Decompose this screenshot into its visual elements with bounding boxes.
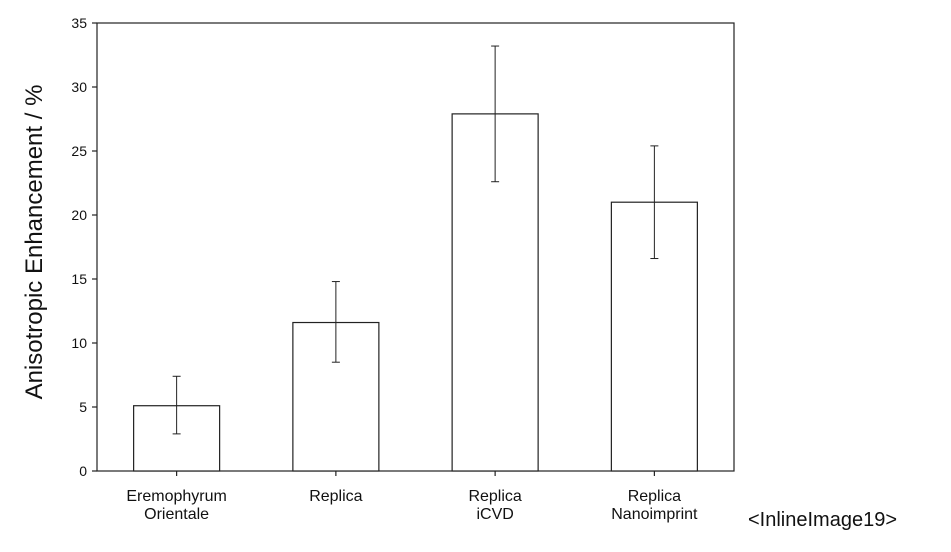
y-tick-label: 5 <box>79 399 87 415</box>
plot-frame <box>96 22 735 472</box>
y-tick-label: 35 <box>71 15 87 31</box>
y-tick-label: 30 <box>71 79 87 95</box>
y-axis-title-group: Anisotropic Enhancement / % <box>21 85 48 400</box>
x-tick-label: Replica Nanoimprint <box>611 488 698 523</box>
y-tick-label: 0 <box>79 463 87 479</box>
y-tick-label: 15 <box>71 271 87 287</box>
y-tick-label: 20 <box>71 207 87 223</box>
x-tick-label: Replica iCVD <box>468 488 521 523</box>
y-tick-label: 25 <box>71 143 87 159</box>
x-tick-label: Replica <box>309 488 362 505</box>
x-tick-label: Eremophyrum Orientale <box>126 488 226 523</box>
y-tick-label: 10 <box>71 335 87 351</box>
plot-area: 0 5 10 15 20 25 30 35 Eremophyrum Orientale Replic… <box>71 15 735 523</box>
y-axis-title: Anisotropic Enhancement / % <box>21 85 48 400</box>
inline-image-caption: <InlineImage19> <box>748 509 898 531</box>
